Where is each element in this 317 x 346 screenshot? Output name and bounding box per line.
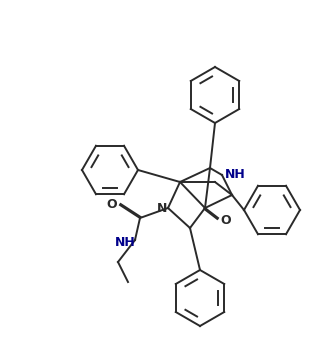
Text: O: O bbox=[107, 199, 117, 211]
Text: NH: NH bbox=[115, 236, 135, 248]
Text: N: N bbox=[157, 201, 167, 215]
Text: NH: NH bbox=[225, 167, 245, 181]
Text: O: O bbox=[221, 213, 231, 227]
